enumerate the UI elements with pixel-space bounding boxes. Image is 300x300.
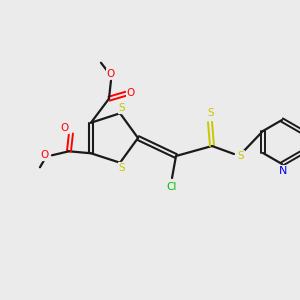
Text: S: S (119, 163, 125, 173)
Text: S: S (238, 151, 244, 161)
Text: O: O (107, 69, 115, 79)
Text: O: O (127, 88, 135, 98)
Text: O: O (61, 123, 69, 133)
Text: S: S (119, 103, 125, 113)
Text: N: N (279, 166, 287, 176)
Text: Cl: Cl (167, 182, 177, 192)
Text: O: O (41, 150, 49, 160)
Text: S: S (208, 108, 214, 118)
